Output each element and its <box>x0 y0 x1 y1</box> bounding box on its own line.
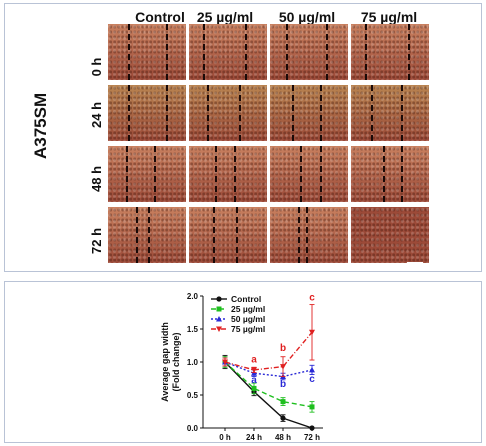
wound-edge-line <box>286 24 288 80</box>
micrograph-25-24h <box>189 85 267 141</box>
x-tick-label: 24 h <box>246 433 262 442</box>
legend-marker <box>216 306 222 312</box>
micrograph-panel: Control 25 µg/ml 50 µg/ml 75 µg/ml 0 h 2… <box>4 3 482 272</box>
micrograph-75-24h <box>351 85 429 141</box>
wound-edge-line <box>408 24 410 80</box>
y-tick-label: 2.0 <box>187 292 199 301</box>
wound-edge-line <box>128 85 130 141</box>
wound-edge-line <box>371 85 373 141</box>
significance-label: b <box>280 343 286 354</box>
wound-edge-line <box>236 207 238 263</box>
wound-edge-line <box>128 24 130 80</box>
wound-edge-line <box>166 24 168 80</box>
row-label-48h: 48 h <box>89 165 104 192</box>
data-point <box>309 425 315 431</box>
data-point <box>280 364 286 370</box>
significance-label: a <box>251 375 257 386</box>
micrograph-50-24h <box>270 85 348 141</box>
x-tick-label: 72 h <box>304 433 320 442</box>
y-tick-label: 0.5 <box>187 391 199 400</box>
micrograph-50-48h <box>270 146 348 202</box>
legend-marker <box>216 316 222 322</box>
wound-edge-line <box>239 85 241 141</box>
wound-edge-line <box>148 207 150 263</box>
data-point <box>280 415 286 421</box>
wound-edge-line <box>365 24 367 80</box>
wound-edge-line <box>203 24 205 80</box>
micrograph-control-0h <box>108 24 186 80</box>
row-label-72h: 72 h <box>89 227 104 254</box>
gap-width-chart: 0.0 0.5 1.0 1.5 2.0 0 h 24 h 48 h 72 h Average ga… <box>160 292 323 442</box>
legend-marker <box>216 326 222 332</box>
wound-edge-line <box>234 146 236 202</box>
series-line-2 <box>224 361 313 378</box>
column-label-75: 75 µg/ml <box>360 9 418 25</box>
x-tick-label: 48 h <box>275 433 291 442</box>
micrograph-50-72h <box>270 207 348 263</box>
y-tick-label: 1.0 <box>187 358 199 367</box>
y-tick-label: 0.0 <box>187 424 199 433</box>
wound-edge-line <box>166 85 168 141</box>
significance-label: b <box>280 379 286 390</box>
wound-edge-line <box>320 85 322 141</box>
data-point <box>251 367 257 373</box>
wound-edge-line <box>383 146 385 202</box>
scale-bar <box>407 262 423 265</box>
significance-label: a <box>251 355 257 366</box>
y-axis-label: Average gap width(Fold change) <box>160 322 181 402</box>
data-point <box>222 359 228 365</box>
data-point <box>280 399 286 405</box>
micrograph-25-72h <box>189 207 267 263</box>
wound-edge-line <box>326 24 328 80</box>
micrograph-control-72h <box>108 207 186 263</box>
wound-edge-line <box>215 146 217 202</box>
column-label-25: 25 µg/ml <box>196 9 254 25</box>
significance-label: c <box>309 293 315 304</box>
data-point <box>309 404 315 410</box>
wound-edge-line <box>401 146 403 202</box>
micrograph-control-24h <box>108 85 186 141</box>
x-tick-label: 0 h <box>219 433 231 442</box>
micrograph-25-0h <box>189 24 267 80</box>
data-point <box>309 329 315 336</box>
wound-edge-line <box>300 146 302 202</box>
wound-edge-line <box>136 207 138 263</box>
legend-label: 25 µg/ml <box>231 304 265 314</box>
wound-edge-line <box>306 207 308 263</box>
wound-edge-line <box>401 85 403 141</box>
series-line-1 <box>224 361 313 408</box>
micrograph-25-48h <box>189 146 267 202</box>
wound-edge-line <box>154 146 156 202</box>
micrograph-control-48h <box>108 146 186 202</box>
legend-label: 75 µg/ml <box>231 324 265 334</box>
significance-label: c <box>309 374 315 385</box>
data-point <box>251 385 257 391</box>
wound-edge-line <box>320 146 322 202</box>
legend-label: Control <box>231 294 261 304</box>
column-label-50: 50 µg/ml <box>278 9 336 25</box>
row-label-0h: 0 h <box>89 57 104 77</box>
column-label-control: Control <box>135 9 185 25</box>
wound-edge-line <box>213 207 215 263</box>
micrograph-75-48h <box>351 146 429 202</box>
wound-edge-line <box>298 207 300 263</box>
legend-marker <box>216 296 222 302</box>
series-line-3 <box>224 331 313 371</box>
wound-edge-line <box>207 85 209 141</box>
legend-label: 50 µg/ml <box>231 314 265 324</box>
chart-panel: 0.0 0.5 1.0 1.5 2.0 0 h 24 h 48 h 72 h Average ga… <box>4 281 482 443</box>
wound-edge-line <box>245 24 247 80</box>
micrograph-75-0h <box>351 24 429 80</box>
cell-line-label: A375SM <box>31 92 50 159</box>
series-line-0 <box>224 361 313 429</box>
wound-edge-line <box>292 85 294 141</box>
micrograph-50-0h <box>270 24 348 80</box>
y-tick-label: 1.5 <box>187 325 199 334</box>
row-label-24h: 24 h <box>89 101 104 128</box>
wound-edge-line <box>126 146 128 202</box>
data-point <box>309 366 315 373</box>
micrograph-75-72h <box>351 207 429 263</box>
